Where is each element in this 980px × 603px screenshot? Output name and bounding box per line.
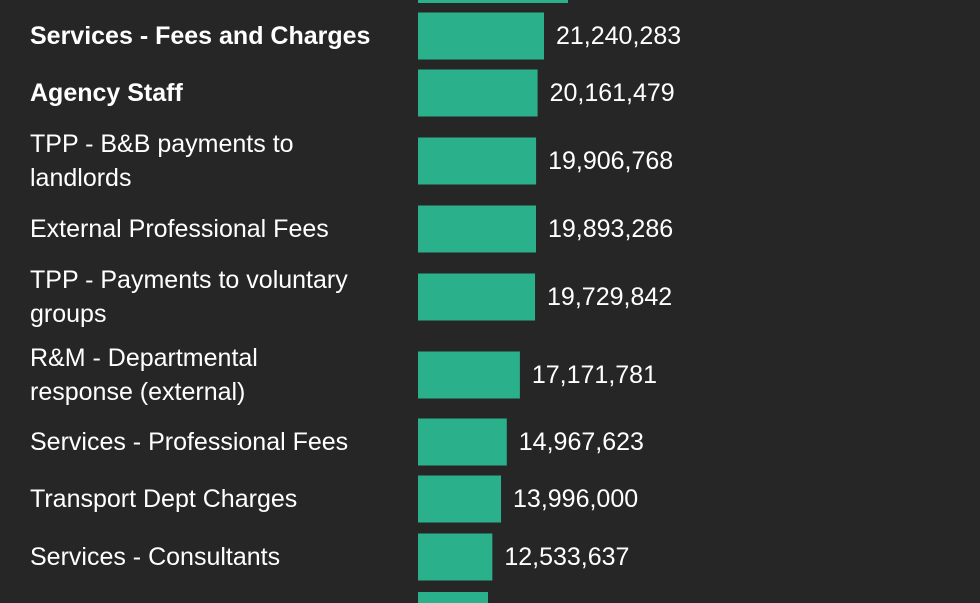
category-label: Services - Fees and Charges [30, 22, 370, 50]
category-label: TPP - Payments to voluntary [30, 266, 348, 294]
bar [418, 0, 568, 3]
category-label: External Professional Fees [30, 215, 329, 243]
category-label: groups [30, 300, 106, 328]
category-label: Transport Dept Charges [30, 485, 297, 513]
category-label: Services - Consultants [30, 543, 280, 571]
bar [418, 533, 493, 581]
value-label: 14,967,623 [519, 428, 644, 456]
category-label: Agency Staff [30, 79, 183, 107]
bar [418, 592, 488, 603]
value-label: 21,240,283 [556, 22, 681, 50]
value-label: 19,893,286 [548, 215, 673, 243]
bar [418, 475, 502, 523]
category-label: TPP - B&B payments to [30, 130, 294, 158]
bar [418, 273, 536, 321]
bar [418, 418, 507, 466]
value-label: 17,171,781 [532, 361, 657, 389]
value-label: 12,533,637 [504, 543, 629, 571]
bar [418, 137, 537, 185]
bar [418, 69, 538, 117]
bar [418, 205, 537, 253]
value-label: 20,161,479 [550, 79, 675, 107]
value-label: 13,996,000 [513, 485, 638, 513]
category-label: landlords [30, 164, 131, 192]
category-label: Services - Professional Fees [30, 428, 348, 456]
category-label: response (external) [30, 378, 245, 406]
bar [418, 12, 544, 60]
category-label: R&M - Departmental [30, 344, 258, 372]
value-label: 19,729,842 [547, 283, 672, 311]
value-label: 19,906,768 [548, 147, 673, 175]
bar [418, 351, 520, 399]
